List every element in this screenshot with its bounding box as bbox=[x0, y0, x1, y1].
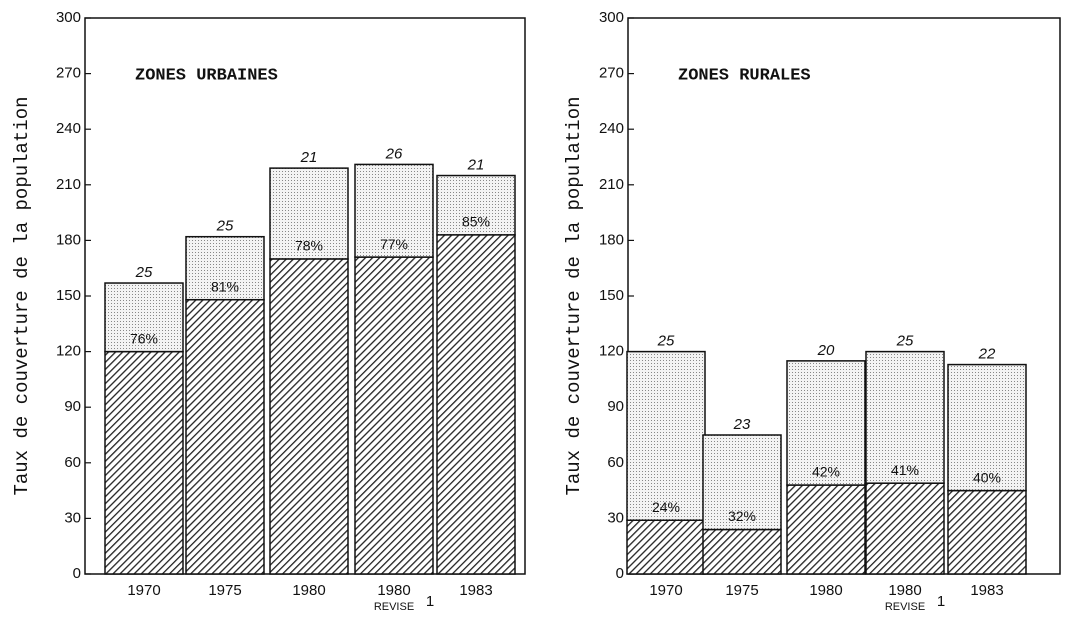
top-label: 21 bbox=[467, 157, 485, 174]
y-tick-label: 120 bbox=[56, 343, 81, 360]
y-tick-label: 0 bbox=[73, 565, 81, 582]
top-label: 26 bbox=[385, 145, 403, 162]
x-tick-label: 1975 bbox=[725, 582, 758, 599]
top-label: 21 bbox=[300, 149, 318, 166]
bar-segment bbox=[436, 174, 516, 236]
bar-segment bbox=[702, 434, 782, 531]
bar-segment bbox=[626, 350, 706, 522]
y-tick-label: 120 bbox=[599, 343, 624, 360]
bar-segment bbox=[865, 482, 945, 575]
top-label: 25 bbox=[135, 264, 153, 281]
bar-segment bbox=[354, 163, 434, 258]
x-tick-label: 1983 bbox=[970, 582, 1003, 599]
bar-segment bbox=[436, 234, 516, 575]
bar-segment bbox=[269, 258, 349, 575]
top-label: 22 bbox=[978, 346, 996, 363]
top-label: 25 bbox=[657, 333, 675, 350]
x-tick-label: 1970 bbox=[649, 582, 682, 599]
percent-label: 78% bbox=[295, 238, 323, 254]
y-tick-label: 270 bbox=[599, 65, 624, 82]
y-axis-label: Taux de couverture de la population bbox=[11, 96, 33, 495]
bar-segment bbox=[947, 489, 1027, 575]
x-tick-sublabel: REVISE bbox=[374, 601, 414, 613]
bar-segment bbox=[104, 282, 184, 353]
bar-segment bbox=[786, 484, 866, 575]
y-tick-label: 300 bbox=[56, 9, 81, 26]
percent-label: 81% bbox=[211, 278, 239, 294]
bar-segment bbox=[947, 363, 1027, 492]
percent-label: 24% bbox=[652, 499, 680, 515]
percent-label: 42% bbox=[812, 464, 840, 480]
y-tick-label: 60 bbox=[64, 454, 81, 471]
y-tick-label: 30 bbox=[607, 509, 624, 526]
x-tick-label: 1975 bbox=[208, 582, 241, 599]
x-tick-label: 1980 bbox=[292, 582, 325, 599]
chart-title: ZONES URBAINES bbox=[135, 66, 278, 85]
x-tick-sublabel: REVISE bbox=[885, 601, 925, 613]
bar-segment bbox=[185, 235, 265, 301]
footnote-mark: 1 bbox=[426, 593, 434, 610]
footnote-mark: 1 bbox=[937, 593, 945, 610]
bar-segment bbox=[269, 167, 349, 260]
top-label: 20 bbox=[817, 342, 835, 359]
percent-label: 41% bbox=[891, 462, 919, 478]
x-tick-label: 1980 bbox=[809, 582, 842, 599]
top-label: 23 bbox=[733, 416, 751, 433]
percent-label: 85% bbox=[462, 214, 490, 230]
x-tick-label: 1980 bbox=[377, 582, 410, 599]
y-tick-label: 270 bbox=[56, 65, 81, 82]
y-tick-label: 180 bbox=[56, 231, 81, 248]
bar-segment bbox=[185, 298, 265, 575]
bar-segment bbox=[354, 256, 434, 575]
y-tick-label: 150 bbox=[599, 287, 624, 304]
top-label: 25 bbox=[216, 218, 234, 235]
y-tick-label: 180 bbox=[599, 231, 624, 248]
percent-label: 76% bbox=[130, 330, 158, 346]
percent-label: 77% bbox=[380, 236, 408, 252]
y-axis-label: Taux de couverture de la population bbox=[563, 96, 585, 495]
bar-segment bbox=[104, 350, 184, 575]
bar-segment bbox=[626, 519, 706, 575]
bar-segment bbox=[786, 360, 866, 486]
y-tick-label: 90 bbox=[607, 398, 624, 415]
chart-title: ZONES RURALES bbox=[678, 66, 811, 85]
y-tick-label: 30 bbox=[64, 509, 81, 526]
y-tick-label: 240 bbox=[56, 120, 81, 137]
y-tick-label: 210 bbox=[599, 176, 624, 193]
bar-segment bbox=[702, 528, 782, 575]
y-tick-label: 90 bbox=[64, 398, 81, 415]
x-tick-label: 1983 bbox=[459, 582, 492, 599]
y-tick-label: 300 bbox=[599, 9, 624, 26]
percent-label: 40% bbox=[973, 469, 1001, 485]
y-tick-label: 240 bbox=[599, 120, 624, 137]
top-label: 25 bbox=[896, 333, 914, 350]
y-tick-label: 0 bbox=[616, 565, 624, 582]
percent-label: 32% bbox=[728, 508, 756, 524]
y-tick-label: 210 bbox=[56, 176, 81, 193]
bar-segment bbox=[865, 350, 945, 484]
y-tick-label: 60 bbox=[607, 454, 624, 471]
x-tick-label: 1980 bbox=[888, 582, 921, 599]
y-tick-label: 150 bbox=[56, 287, 81, 304]
x-tick-label: 1970 bbox=[127, 582, 160, 599]
